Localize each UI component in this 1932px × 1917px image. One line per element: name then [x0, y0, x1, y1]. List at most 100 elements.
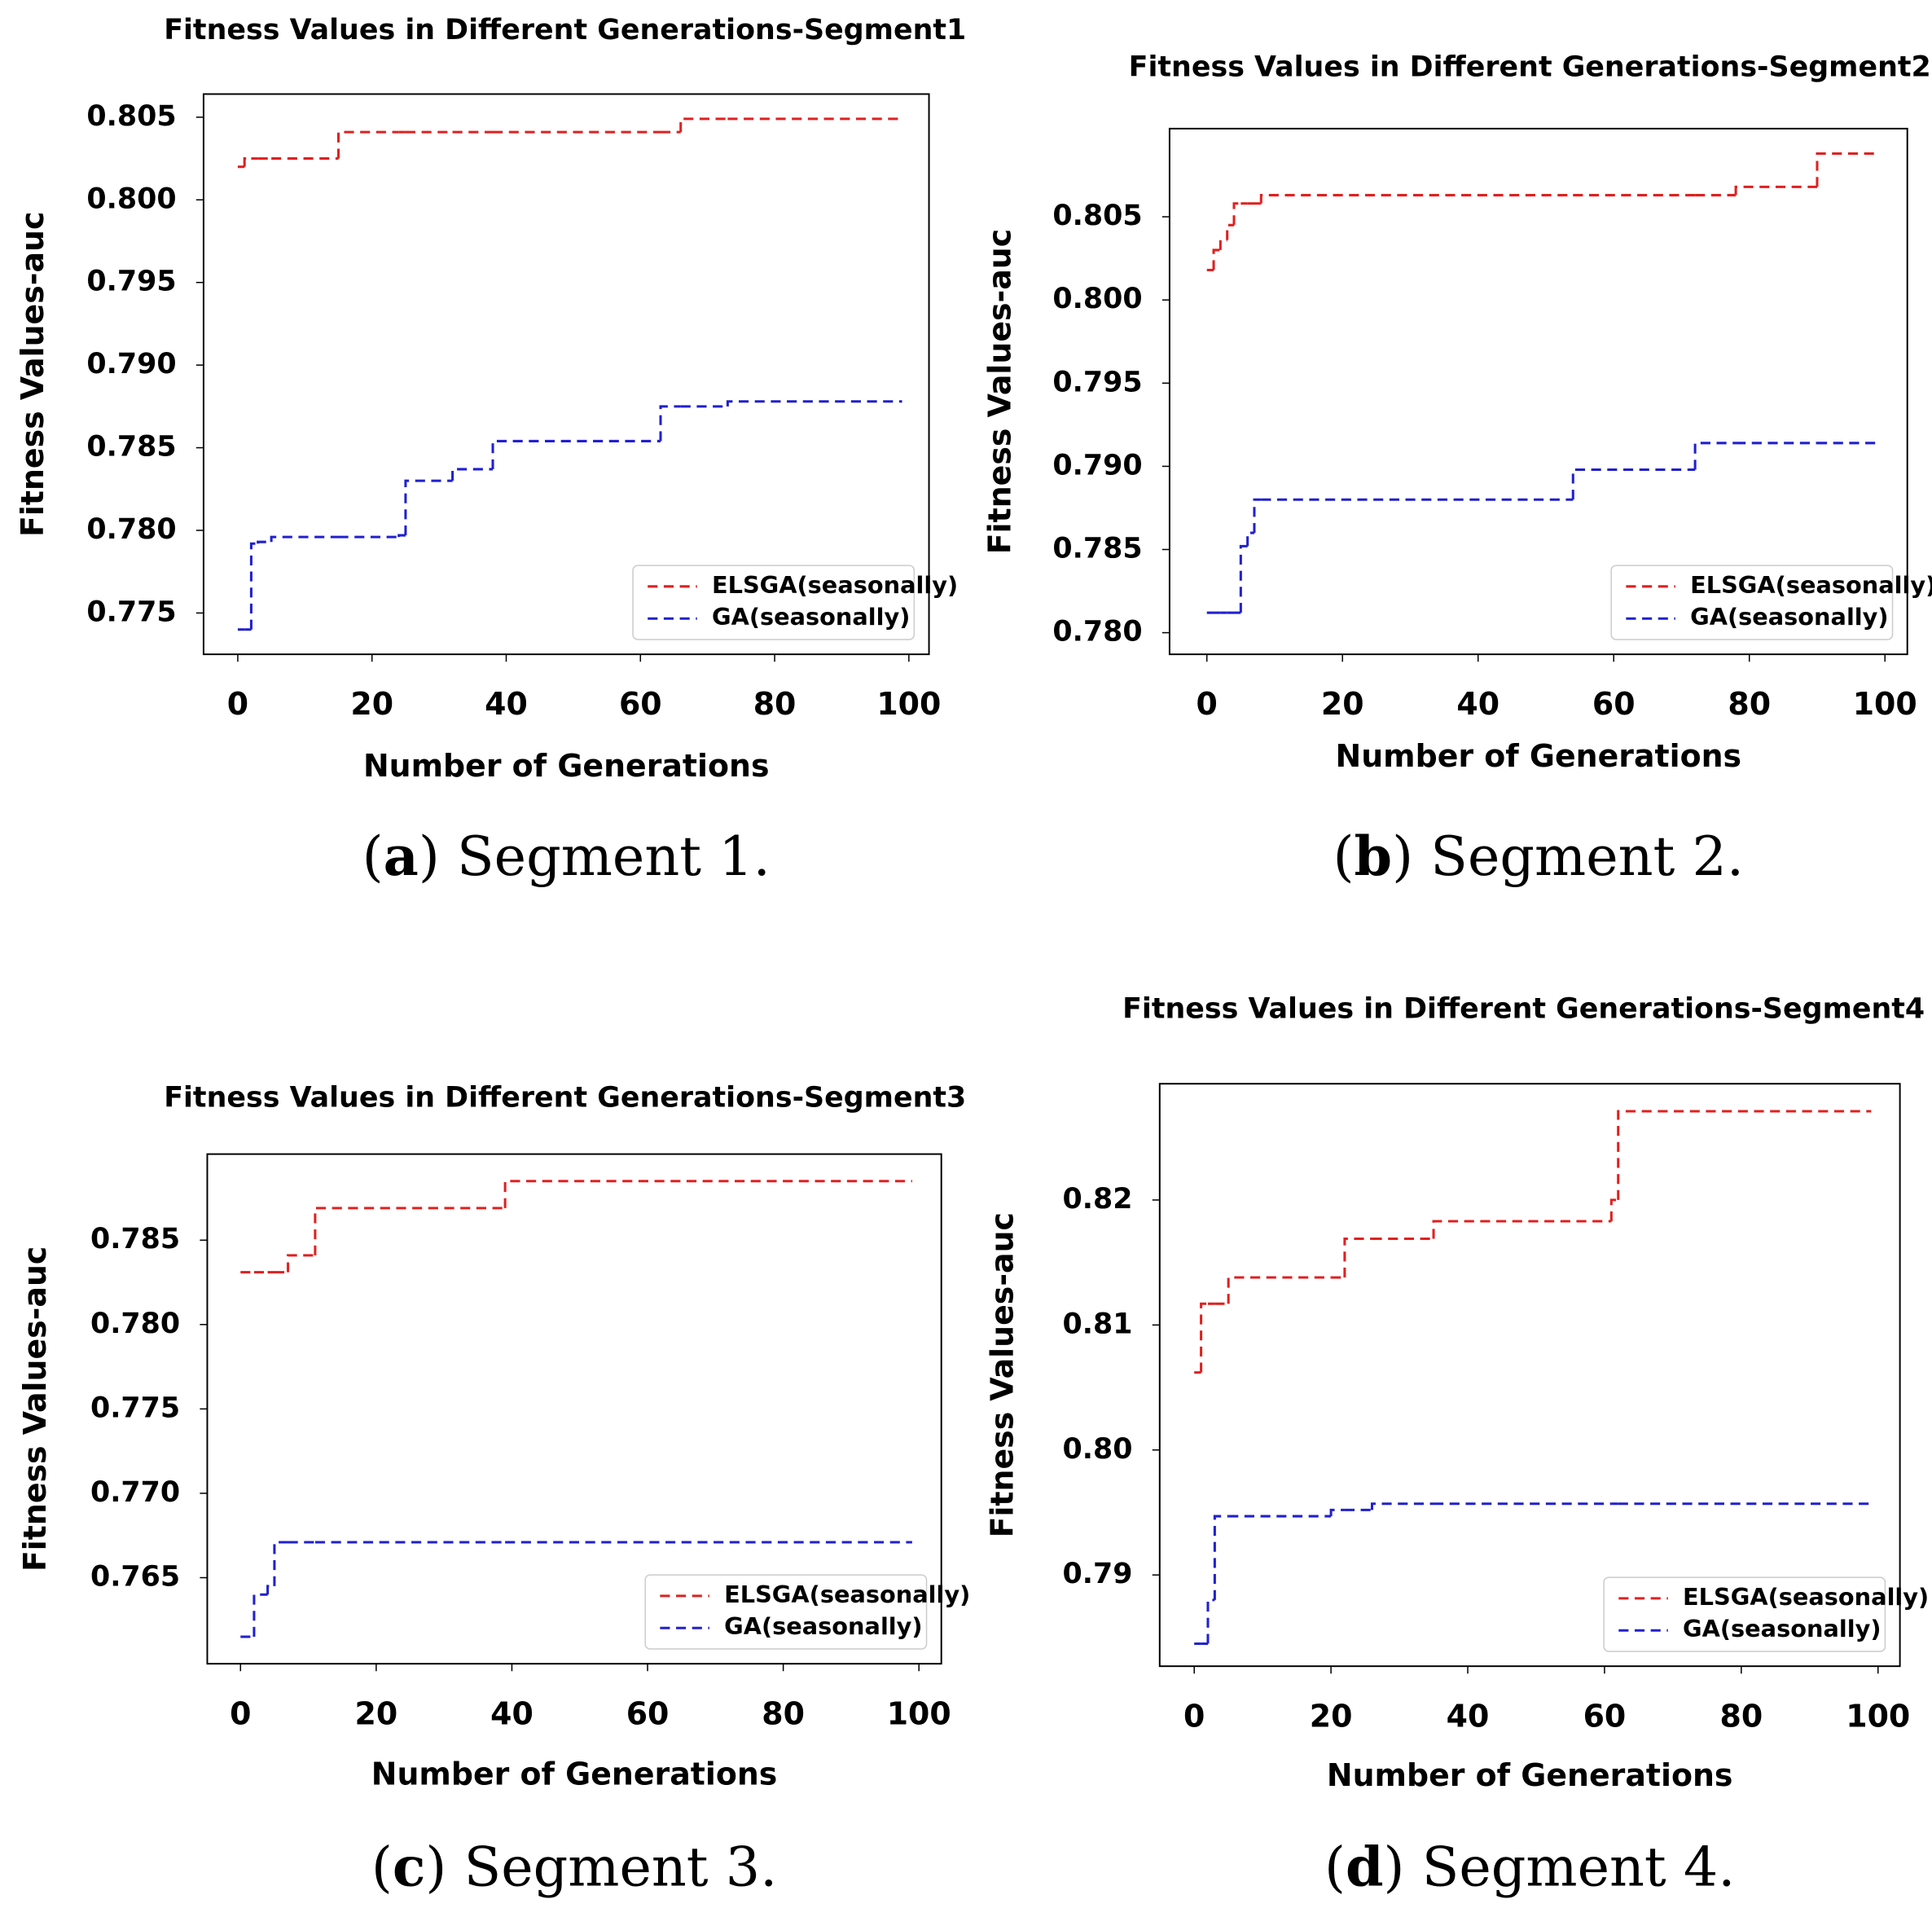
chart: Fitness Values in Different Generations-…	[984, 992, 1929, 1898]
line-step	[397, 534, 406, 538]
x-tick-label: 40	[1456, 686, 1499, 722]
line-step	[314, 1207, 506, 1255]
line-step	[1213, 1515, 1229, 1600]
line-step	[1200, 1302, 1208, 1373]
y-tick-label: 0.79	[1063, 1558, 1133, 1590]
line-step	[1432, 1220, 1612, 1239]
line-step	[1343, 1237, 1372, 1278]
line-step	[1253, 498, 1262, 534]
y-tick-label: 0.81	[1063, 1308, 1133, 1340]
legend-box	[632, 565, 916, 640]
caption-text: ) Segment 1.	[419, 824, 771, 888]
y-tick-label: 0.80	[1063, 1433, 1133, 1466]
line-step	[257, 540, 272, 544]
y-tick-label: 0.775	[86, 596, 176, 628]
y-tick-label: 0.795	[86, 266, 176, 298]
y-tick-label: 0.790	[86, 348, 176, 380]
chart-title: Fitness Values in Different Generations-…	[164, 1081, 966, 1114]
y-tick-label: 0.805	[86, 100, 176, 133]
line-step	[273, 1541, 288, 1586]
legend-label: ELSGA(seasonally)	[1683, 1583, 1929, 1611]
caption-label: c	[393, 1834, 426, 1898]
x-tick-label: 0	[230, 1695, 251, 1731]
line-step	[1239, 544, 1248, 613]
x-tick-label: 20	[350, 686, 393, 722]
line-step	[1370, 1502, 1434, 1510]
caption-label: b	[1355, 824, 1393, 888]
caption-open: (	[1333, 824, 1355, 888]
plot-frame	[1158, 1083, 1901, 1668]
line-step	[249, 542, 258, 630]
x-tick-label: 100	[1846, 1698, 1910, 1734]
y-tick-label: 0.765	[90, 1561, 180, 1594]
line-step	[243, 157, 252, 167]
x-tick-label: 60	[619, 686, 662, 722]
x-tick-label: 100	[887, 1695, 951, 1731]
caption: (d) Segment 4.	[1324, 1834, 1736, 1898]
y-axis-label: Fitness Values-auc	[981, 229, 1017, 554]
line-step	[1206, 1598, 1215, 1644]
line-step	[1259, 194, 1574, 204]
caption-label: a	[384, 824, 419, 888]
line-step	[1232, 202, 1241, 226]
line-step	[1227, 1276, 1332, 1304]
x-tick-label: 100	[876, 686, 941, 722]
x-tick-label: 0	[1183, 1698, 1205, 1734]
line-step	[1329, 1508, 1345, 1517]
line-step	[1609, 1198, 1618, 1222]
line-step	[404, 479, 453, 536]
line-step	[1734, 185, 1817, 196]
legend-box	[1610, 565, 1894, 640]
caption: (b) Segment 2.	[1333, 824, 1745, 888]
x-tick-label: 80	[1728, 686, 1771, 722]
caption-text: ) Segment 3.	[425, 1835, 777, 1898]
line-step	[659, 405, 681, 442]
line-step	[252, 1593, 268, 1638]
chart-title: Fitness Values in Different Generations-…	[1129, 51, 1931, 84]
line-step	[287, 1254, 315, 1273]
line-step	[451, 468, 494, 481]
plot-frame	[202, 93, 930, 656]
line-step	[270, 535, 339, 543]
y-tick-label: 0.800	[1052, 283, 1142, 315]
x-axis-label: Number of Generations	[371, 1756, 778, 1792]
y-tick-label: 0.780	[90, 1308, 180, 1340]
x-tick-label: 40	[490, 1695, 533, 1731]
legend-label: ELSGA(seasonally)	[724, 1581, 970, 1608]
x-tick-label: 0	[227, 686, 248, 722]
x-tick-label: 0	[1197, 686, 1218, 722]
caption-open: (	[362, 824, 384, 888]
x-tick-label: 40	[1447, 1698, 1490, 1734]
x-tick-label: 80	[753, 686, 797, 722]
x-tick-label: 20	[1310, 1698, 1353, 1734]
x-tick-label: 80	[762, 1695, 805, 1731]
legend-box	[1603, 1576, 1886, 1652]
caption: (c) Segment 3.	[371, 1834, 778, 1898]
x-tick-label: 80	[1719, 1698, 1763, 1734]
caption-label: d	[1346, 1834, 1384, 1898]
y-axis-label: Fitness Values-auc	[15, 212, 50, 537]
line-step	[1246, 531, 1254, 547]
y-tick-label: 0.775	[90, 1392, 180, 1424]
chart: Fitness Values in Different Generations-…	[15, 14, 966, 887]
y-tick-label: 0.790	[1052, 449, 1142, 481]
y-tick-label: 0.785	[86, 431, 176, 464]
chart-title: Fitness Values in Different Generations-…	[164, 14, 966, 46]
chart: Fitness Values in Different Generations-…	[17, 1081, 970, 1898]
x-tick-label: 60	[1583, 1698, 1627, 1734]
x-axis-label: Number of Generations	[1336, 738, 1742, 774]
y-axis-label: Fitness Values-auc	[17, 1246, 53, 1572]
line-step	[1218, 239, 1227, 250]
y-tick-label: 0.800	[86, 182, 176, 215]
caption: (a) Segment 1.	[362, 824, 771, 888]
x-axis-label: Number of Generations	[1327, 1757, 1733, 1793]
legend-label: GA(seasonally)	[1683, 1615, 1881, 1642]
y-tick-label: 0.780	[1052, 616, 1142, 649]
y-tick-label: 0.82	[1063, 1183, 1133, 1216]
legend-label: GA(seasonally)	[724, 1612, 922, 1640]
line-step	[1617, 1110, 1872, 1200]
line-step	[1226, 223, 1235, 240]
x-tick-label: 60	[1592, 686, 1636, 722]
legend-label: GA(seasonally)	[1690, 603, 1888, 631]
